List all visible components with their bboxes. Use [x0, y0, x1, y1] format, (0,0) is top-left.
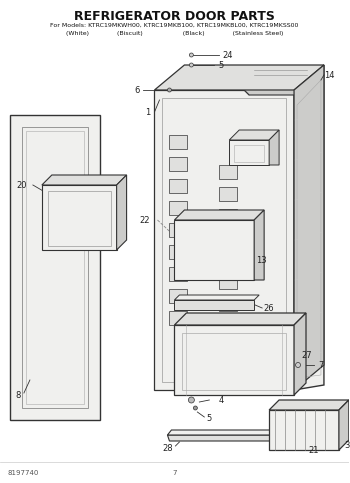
Polygon shape	[269, 130, 279, 165]
Circle shape	[189, 53, 193, 57]
Circle shape	[167, 88, 172, 92]
Text: 26: 26	[264, 303, 274, 313]
Polygon shape	[167, 435, 311, 441]
Polygon shape	[169, 267, 187, 281]
Polygon shape	[117, 175, 127, 250]
Text: 4: 4	[219, 396, 224, 404]
Polygon shape	[269, 410, 339, 450]
Text: 7: 7	[318, 360, 324, 369]
Polygon shape	[169, 311, 187, 325]
Polygon shape	[154, 65, 324, 90]
Polygon shape	[219, 209, 237, 223]
Polygon shape	[174, 325, 294, 395]
Polygon shape	[42, 175, 127, 185]
Text: 8197740: 8197740	[8, 470, 39, 476]
Polygon shape	[174, 313, 306, 325]
Polygon shape	[239, 68, 319, 78]
Polygon shape	[229, 140, 269, 165]
Polygon shape	[229, 130, 279, 140]
Polygon shape	[339, 400, 349, 450]
Text: 5: 5	[207, 413, 212, 423]
Text: 21: 21	[309, 445, 319, 455]
Polygon shape	[239, 68, 249, 95]
Polygon shape	[174, 295, 259, 300]
Polygon shape	[167, 430, 313, 435]
Text: 24: 24	[222, 51, 232, 59]
Text: REFRIGERATOR DOOR PARTS: REFRIGERATOR DOOR PARTS	[74, 10, 275, 23]
Polygon shape	[294, 313, 306, 395]
Circle shape	[303, 438, 307, 442]
Polygon shape	[239, 85, 319, 95]
Text: For Models: KTRC19MKWH00, KTRC19MKB100, KTRC19MKBL00, KTRC19MKSS00: For Models: KTRC19MKWH00, KTRC19MKB100, …	[50, 23, 299, 28]
Polygon shape	[269, 400, 349, 410]
Text: 14: 14	[324, 71, 334, 80]
Text: 8: 8	[15, 390, 21, 399]
Text: 3: 3	[344, 440, 350, 450]
Text: 13: 13	[256, 256, 266, 265]
Polygon shape	[174, 300, 254, 310]
Polygon shape	[169, 157, 187, 171]
Text: 5: 5	[219, 60, 224, 70]
Polygon shape	[169, 179, 187, 193]
Polygon shape	[169, 223, 187, 237]
Circle shape	[189, 63, 193, 67]
Text: 28: 28	[162, 443, 173, 453]
Polygon shape	[219, 187, 237, 201]
Circle shape	[295, 363, 301, 368]
Polygon shape	[169, 245, 187, 259]
Polygon shape	[219, 275, 237, 289]
Polygon shape	[154, 90, 294, 390]
Polygon shape	[169, 201, 187, 215]
Polygon shape	[42, 185, 117, 250]
Polygon shape	[309, 68, 319, 95]
Polygon shape	[294, 65, 324, 390]
Polygon shape	[219, 231, 237, 245]
Polygon shape	[174, 220, 254, 280]
Text: 22: 22	[139, 215, 150, 225]
Circle shape	[193, 406, 197, 410]
Text: 7: 7	[172, 470, 177, 476]
Text: 20: 20	[17, 181, 27, 189]
Polygon shape	[219, 253, 237, 267]
Text: (White)              (Biscuit)                    (Black)              (Stainles: (White) (Biscuit) (Black) (Stainles	[66, 31, 283, 36]
Text: 27: 27	[302, 351, 312, 359]
Polygon shape	[169, 135, 187, 149]
Polygon shape	[254, 210, 264, 280]
Polygon shape	[10, 115, 100, 420]
Text: 1: 1	[145, 108, 150, 116]
Polygon shape	[294, 65, 324, 390]
Polygon shape	[219, 165, 237, 179]
Polygon shape	[169, 289, 187, 303]
Text: 6: 6	[135, 85, 140, 95]
Polygon shape	[219, 297, 237, 311]
Circle shape	[188, 397, 194, 403]
Polygon shape	[174, 210, 264, 220]
